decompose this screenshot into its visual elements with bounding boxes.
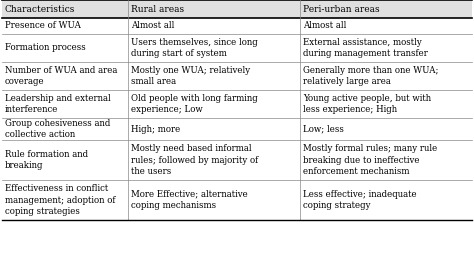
Text: Mostly one WUA; relatively: Mostly one WUA; relatively bbox=[131, 66, 250, 75]
Text: Almost all: Almost all bbox=[303, 21, 346, 30]
Text: experience; Low: experience; Low bbox=[131, 105, 203, 114]
Text: Number of WUA and area: Number of WUA and area bbox=[5, 66, 118, 75]
Text: small area: small area bbox=[131, 77, 176, 86]
Text: interference: interference bbox=[5, 105, 58, 114]
Text: rules; followed by majority of: rules; followed by majority of bbox=[131, 156, 258, 165]
Text: Characteristics: Characteristics bbox=[5, 4, 75, 13]
Text: More Effective; alternative: More Effective; alternative bbox=[131, 190, 248, 199]
Bar bbox=[128, 0, 300, 18]
Text: management; adoption of: management; adoption of bbox=[5, 196, 116, 205]
Bar bbox=[2, 0, 128, 18]
Text: Group cohesiveness and: Group cohesiveness and bbox=[5, 119, 110, 128]
Text: coping strategies: coping strategies bbox=[5, 207, 80, 216]
Text: Presence of WUA: Presence of WUA bbox=[5, 21, 81, 30]
Text: Users themselves, since long: Users themselves, since long bbox=[131, 38, 258, 47]
Text: Almost all: Almost all bbox=[131, 21, 174, 30]
Text: during start of system: during start of system bbox=[131, 49, 227, 58]
Text: Rural areas: Rural areas bbox=[131, 4, 184, 13]
Text: collective action: collective action bbox=[5, 130, 75, 139]
Text: High; more: High; more bbox=[131, 125, 180, 133]
Text: coping mechanisms: coping mechanisms bbox=[131, 201, 216, 210]
Text: Mostly formal rules; many rule: Mostly formal rules; many rule bbox=[303, 144, 437, 153]
Text: coverage: coverage bbox=[5, 77, 45, 86]
Bar bbox=[300, 0, 472, 18]
Text: the users: the users bbox=[131, 167, 171, 176]
Text: Young active people, but with: Young active people, but with bbox=[303, 94, 431, 103]
Text: Formation process: Formation process bbox=[5, 44, 86, 52]
Text: less experience; High: less experience; High bbox=[303, 105, 397, 114]
Text: Low; less: Low; less bbox=[303, 125, 344, 133]
Text: Generally more than one WUA;: Generally more than one WUA; bbox=[303, 66, 438, 75]
Text: breaking: breaking bbox=[5, 161, 44, 170]
Text: External assistance, mostly: External assistance, mostly bbox=[303, 38, 422, 47]
Text: during management transfer: during management transfer bbox=[303, 49, 428, 58]
Text: Less effective; inadequate: Less effective; inadequate bbox=[303, 190, 417, 199]
Text: Peri-urban areas: Peri-urban areas bbox=[303, 4, 380, 13]
Text: Rule formation and: Rule formation and bbox=[5, 150, 88, 159]
Text: Effectiveness in conflict: Effectiveness in conflict bbox=[5, 184, 108, 193]
Text: breaking due to ineffective: breaking due to ineffective bbox=[303, 156, 419, 165]
Text: enforcement mechanism: enforcement mechanism bbox=[303, 167, 410, 176]
Text: Old people with long farming: Old people with long farming bbox=[131, 94, 258, 103]
Text: Leadership and external: Leadership and external bbox=[5, 94, 111, 103]
Text: Mostly need based informal: Mostly need based informal bbox=[131, 144, 252, 153]
Text: relatively large area: relatively large area bbox=[303, 77, 391, 86]
Text: coping strategy: coping strategy bbox=[303, 201, 371, 210]
